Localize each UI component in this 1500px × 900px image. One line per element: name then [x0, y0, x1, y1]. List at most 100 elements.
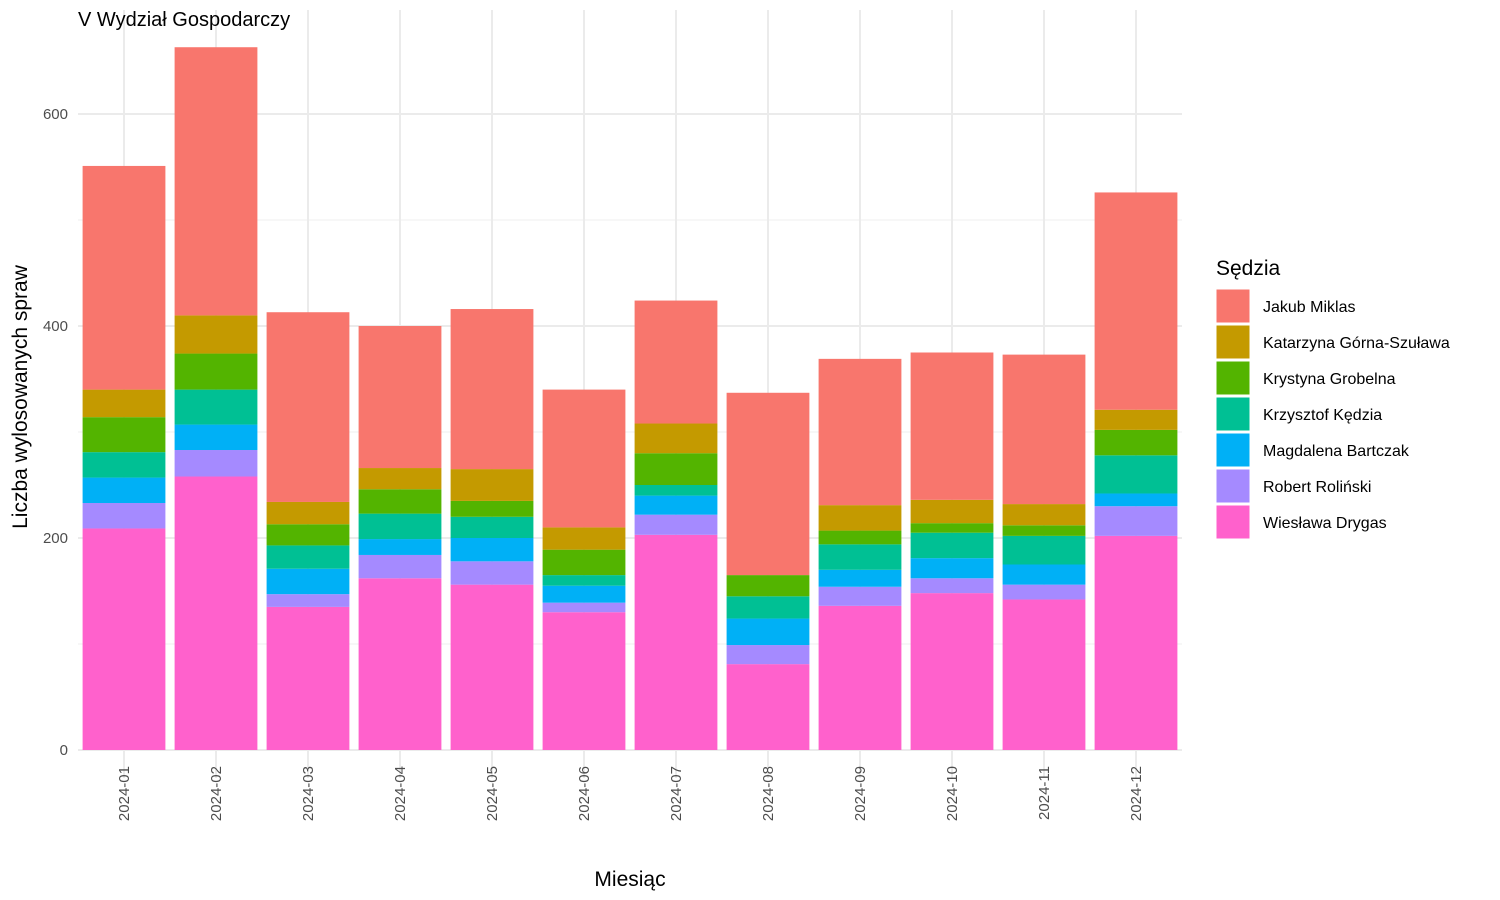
bar-segment [358, 489, 442, 514]
bar-segment [266, 568, 350, 595]
legend-label: Wiesława Drygas [1263, 515, 1387, 532]
bar-segment [818, 544, 902, 570]
legend-title: Sędzia [1216, 257, 1281, 280]
y-tick-label: 600 [43, 106, 68, 123]
legend: Sędzia Jakub Miklas Katarzyna Górna-Szuła… [1215, 257, 1450, 540]
bar-segment [450, 469, 534, 501]
bar-segment [1094, 506, 1178, 536]
bar-segment [82, 503, 166, 529]
bar-segment [450, 500, 534, 517]
bar-segment [82, 165, 166, 390]
x-tick-label: 2024-02 [208, 766, 225, 821]
legend-label: Jakub Miklas [1263, 299, 1355, 316]
bar-segment [1002, 584, 1086, 600]
bar-segment [634, 300, 718, 424]
bar-segment [910, 558, 994, 579]
bar-segment [1002, 504, 1086, 526]
bar-segment [726, 392, 810, 576]
x-tick-label: 2024-04 [392, 766, 409, 821]
bar-segment [634, 514, 718, 535]
bar-segment [358, 578, 442, 750]
bar-segment [358, 539, 442, 555]
x-tick-label: 2024-03 [300, 766, 317, 821]
y-tick-labels: 0 200 400 600 [43, 106, 68, 759]
y-axis-title: Liczba wylosowanych spraw [9, 264, 32, 529]
bar-segment [266, 594, 350, 607]
bar-segment [450, 584, 534, 750]
bar-segment [358, 554, 442, 579]
legend-swatch [1215, 432, 1251, 468]
x-tick-label: 2024-11 [1036, 766, 1053, 820]
bar-segment [82, 389, 166, 418]
legend-items: Jakub Miklas Katarzyna Górna-Szuława Kryst… [1215, 288, 1450, 540]
bar-segment [910, 578, 994, 594]
x-tick-label: 2024-01 [116, 766, 133, 821]
bar-segment [1002, 535, 1086, 565]
y-tick-label: 200 [43, 530, 68, 547]
bar-segment [1094, 493, 1178, 507]
legend-label: Robert Roliński [1263, 479, 1371, 496]
bar-segment [634, 485, 718, 496]
bar-segment [358, 513, 442, 540]
bar-segment [1002, 525, 1086, 536]
legend-label: Krystyna Grobelna [1263, 371, 1396, 388]
bar-segment [818, 358, 902, 506]
bar-segment [358, 468, 442, 490]
bar-segment [82, 477, 166, 504]
legend-swatch [1215, 468, 1251, 504]
bar-segment [266, 524, 350, 546]
bar-segment [174, 389, 258, 425]
bar-segment [1094, 409, 1178, 430]
bar-segment [726, 575, 810, 597]
bar-segment [542, 527, 626, 550]
bar-segment [174, 476, 258, 750]
y-tick-label: 400 [43, 318, 68, 335]
bar-segment [818, 505, 902, 531]
bar-segment [726, 596, 810, 619]
bar-segment [450, 561, 534, 585]
bar-segment [1002, 354, 1086, 505]
bar-segment [174, 424, 258, 451]
legend-swatch [1215, 504, 1251, 540]
legend-label: Magdalena Bartczak [1263, 443, 1410, 460]
bar-segment [910, 499, 994, 524]
legend-swatch [1215, 288, 1251, 324]
bar-segment [726, 645, 810, 665]
x-tick-label: 2024-05 [484, 766, 501, 821]
bar-segment [266, 545, 350, 569]
bar-segment [1002, 599, 1086, 750]
bar-segment [82, 452, 166, 478]
bars [82, 47, 1178, 750]
legend-swatch [1215, 360, 1251, 396]
x-tick-label: 2024-10 [944, 766, 961, 821]
bar-segment [450, 516, 534, 538]
bar-segment [634, 534, 718, 750]
bar-segment [542, 585, 626, 603]
bar-segment [910, 593, 994, 750]
bar-segment [174, 315, 258, 354]
bar-segment [542, 389, 626, 528]
chart-title: V Wydział Gospodarczy [78, 9, 290, 31]
bar-segment [542, 575, 626, 586]
bar-segment [1094, 429, 1178, 456]
x-tick-label: 2024-07 [668, 766, 685, 821]
bar-segment [542, 612, 626, 750]
bar-segment [174, 47, 258, 316]
bar-segment [818, 569, 902, 587]
bar-segment [82, 528, 166, 750]
legend-swatch [1215, 324, 1251, 360]
bar-segment [266, 501, 350, 525]
x-axis-title: Miesiąc [594, 868, 665, 891]
bar-segment [82, 417, 166, 453]
bar-segment [1094, 535, 1178, 750]
legend-label: Krzysztof Kędzia [1263, 407, 1382, 424]
bar-segment [1094, 192, 1178, 410]
bar-segment [818, 605, 902, 750]
bar-segment [910, 532, 994, 559]
legend-label: Katarzyna Górna-Szuława [1263, 335, 1450, 352]
bar-segment [358, 326, 442, 469]
bar-segment [634, 423, 718, 454]
bar-segment [1002, 564, 1086, 585]
bar-segment [174, 450, 258, 477]
